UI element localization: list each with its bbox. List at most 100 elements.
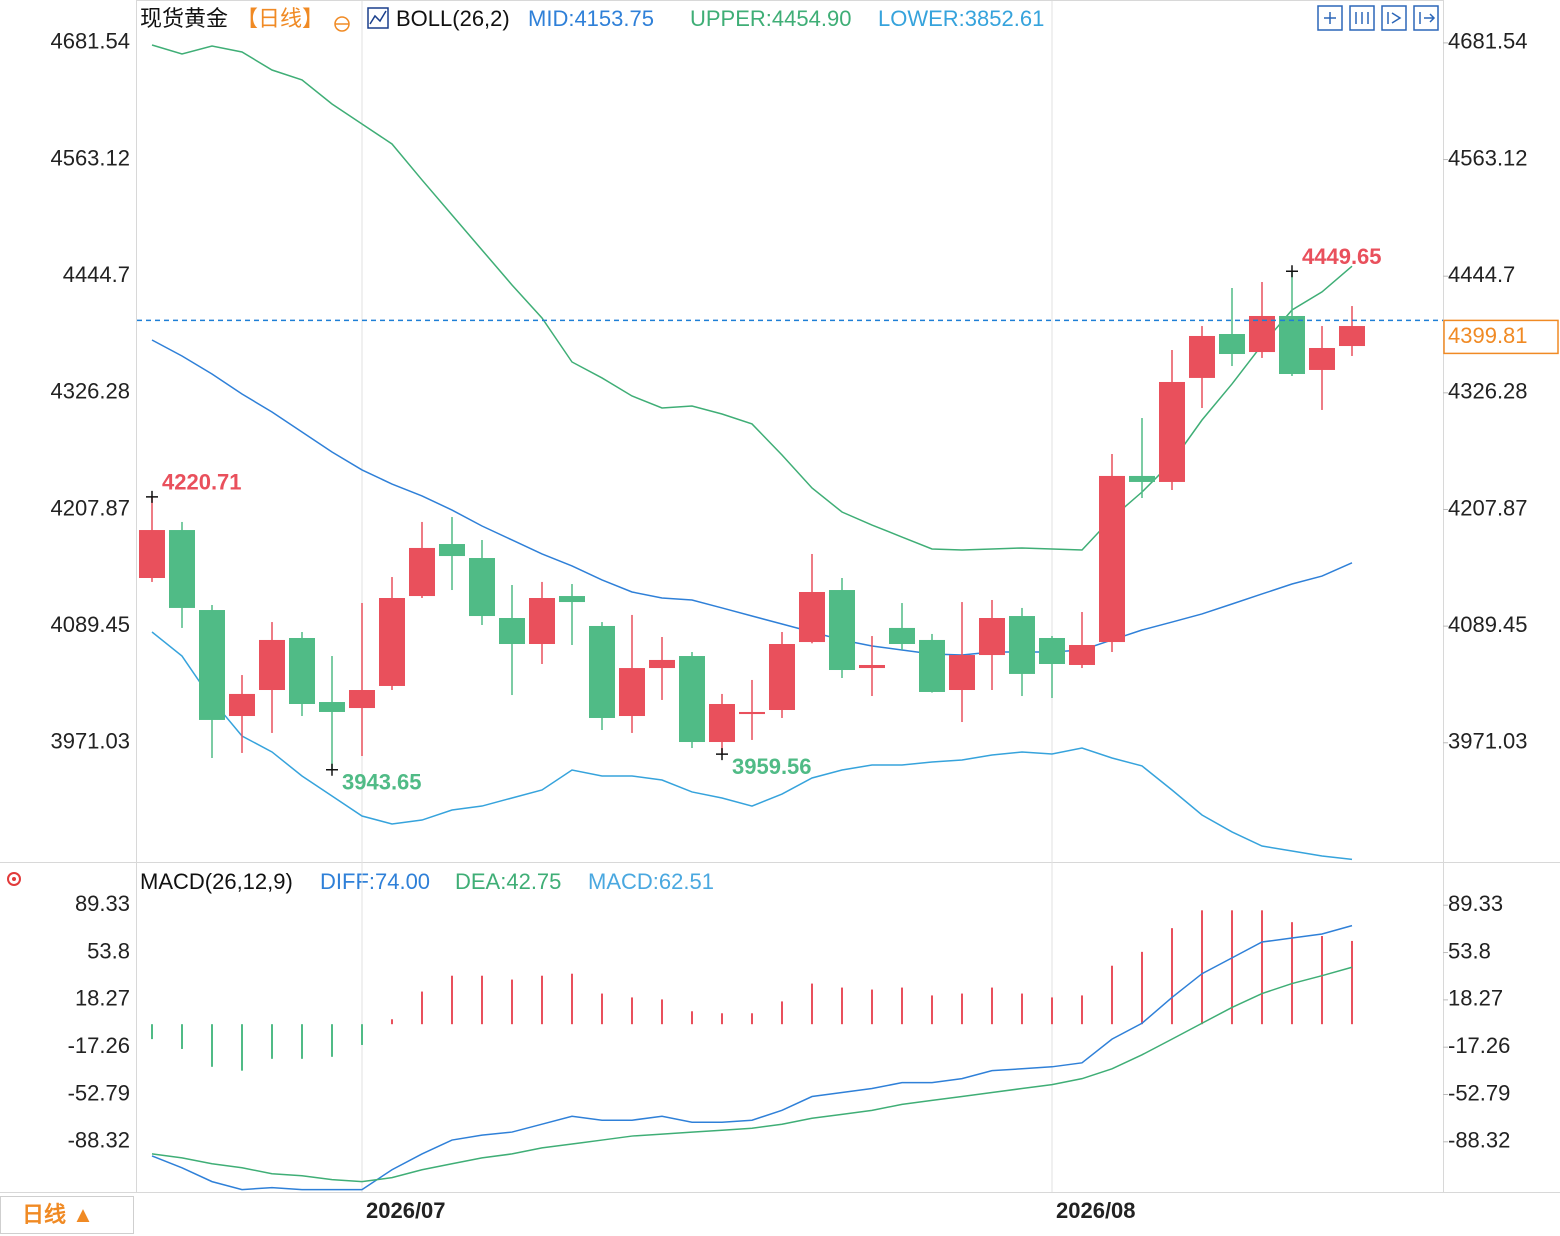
- candle-body: [709, 703, 735, 743]
- y-tick-label: 4326.28: [50, 379, 130, 404]
- y-tick-label: 4207.87: [50, 495, 130, 520]
- macd-title: MACD(26,12,9): [140, 869, 293, 894]
- y-tick-label-right: 4207.87: [1448, 495, 1528, 520]
- candle-body: [619, 668, 645, 717]
- indicator-line: [151, 631, 1353, 861]
- tool-glyphs: [1324, 12, 1436, 24]
- candle-body: [409, 547, 435, 597]
- y-tick-label-right: 4326.28: [1448, 379, 1528, 404]
- candle-body: [589, 625, 615, 718]
- legend-entry: MID:4153.75: [528, 6, 654, 31]
- y-tick-label: 4563.12: [50, 145, 130, 170]
- candle-body: [349, 690, 375, 709]
- candle-body: [469, 558, 495, 617]
- last-price-box: [1443, 319, 1559, 355]
- y-tick-label: 89.33: [75, 891, 130, 916]
- toolbar: [1317, 5, 1439, 31]
- y-tick-label: -52.79: [68, 1080, 130, 1105]
- candle-body: [979, 618, 1005, 656]
- candle-body: [739, 711, 765, 715]
- candle-body: [229, 693, 255, 717]
- y-tick-label-right: -52.79: [1448, 1080, 1510, 1105]
- y-tick-label-right: 4089.45: [1448, 612, 1528, 637]
- x-tick-label: 2026/07: [366, 1198, 446, 1223]
- candle-body: [169, 530, 195, 608]
- y-tick-label-right: -88.32: [1448, 1128, 1510, 1153]
- y-tick-label-right: 18.27: [1448, 986, 1503, 1011]
- extreme-label: 3943.65: [342, 770, 422, 795]
- indicator-icon-line: [369, 10, 387, 25]
- y-tick-label: 18.27: [75, 986, 130, 1011]
- candle-body: [799, 591, 825, 643]
- indicator-icon[interactable]: [367, 7, 389, 29]
- candle-body: [1039, 637, 1065, 665]
- candle-body: [499, 618, 525, 645]
- y-tick-label: -17.26: [68, 1033, 130, 1058]
- candle-body: [949, 655, 975, 691]
- y-tick-label: 53.8: [87, 938, 130, 963]
- extreme-marker: [1286, 265, 1298, 278]
- tool-button[interactable]: [1349, 5, 1375, 31]
- candle-body: [1099, 475, 1125, 643]
- last-price-label: 4399.81: [1448, 323, 1528, 348]
- candle-body: [319, 702, 345, 712]
- candle-body: [1069, 644, 1095, 665]
- extreme-marker: [326, 763, 338, 776]
- indicator-line: [151, 44, 1353, 551]
- y-tick-label-right: 89.33: [1448, 891, 1503, 916]
- chart-title: 现货黄金: [140, 6, 228, 31]
- candle-body: [439, 544, 465, 557]
- indicator-line: [151, 966, 1353, 1183]
- candle-body: [199, 610, 225, 720]
- candle-body: [1309, 347, 1335, 370]
- candle-body: [379, 598, 405, 686]
- extreme-marker: [146, 490, 158, 503]
- candle-body: [859, 664, 885, 669]
- candle-body: [1129, 475, 1155, 482]
- extreme-label: 4449.65: [1302, 244, 1382, 269]
- candle-body: [1159, 381, 1185, 482]
- legend-entry: UPPER:4454.90: [690, 6, 851, 31]
- macd-icon[interactable]: [7, 872, 21, 886]
- legend-entry: DIFF:74.00: [320, 869, 430, 894]
- tool-button[interactable]: [1413, 5, 1439, 31]
- candle-body: [1189, 335, 1215, 378]
- candle-body: [139, 530, 165, 579]
- tool-button[interactable]: [1381, 5, 1407, 31]
- legend-entry: MACD:62.51: [588, 869, 714, 894]
- extreme-label: 4220.71: [162, 470, 242, 495]
- y-tick-label: -88.32: [68, 1128, 130, 1153]
- y-tick-label-right: 53.8: [1448, 938, 1491, 963]
- candle-body: [829, 590, 855, 671]
- candle-body: [649, 659, 675, 669]
- y-tick-label-right: -17.26: [1448, 1033, 1510, 1058]
- extreme-label: 3959.56: [732, 754, 812, 779]
- candle-body: [919, 639, 945, 692]
- indicator-line: [151, 339, 1353, 656]
- indicator-label: BOLL(26,2): [396, 6, 510, 31]
- candle-body: [1219, 334, 1245, 355]
- candle-body: [889, 627, 915, 645]
- period-button-label: 日线 ▲: [22, 1202, 94, 1227]
- candle-body: [289, 637, 315, 704]
- y-tick-label: 4444.7: [63, 262, 130, 287]
- y-tick-label-right: 4563.12: [1448, 145, 1528, 170]
- candle-body: [529, 598, 555, 645]
- candle-body: [1279, 315, 1305, 375]
- macd-icon-dot: [12, 877, 16, 881]
- candle-body: [769, 644, 795, 711]
- candle-body: [679, 656, 705, 743]
- y-tick-label-right: 4444.7: [1448, 262, 1515, 287]
- candle-body: [559, 596, 585, 603]
- period-label: 【日线】: [236, 6, 324, 31]
- candle-body: [1339, 326, 1365, 347]
- candle-body: [1009, 616, 1035, 674]
- period-button[interactable]: [0, 1196, 134, 1234]
- legend-entry: LOWER:3852.61: [878, 6, 1044, 31]
- y-tick-label-right: 4681.54: [1448, 29, 1528, 54]
- extreme-marker: [716, 748, 728, 761]
- y-tick-label: 4089.45: [50, 612, 130, 637]
- y-tick-label: 4681.54: [50, 29, 130, 54]
- tool-button[interactable]: [1317, 5, 1343, 31]
